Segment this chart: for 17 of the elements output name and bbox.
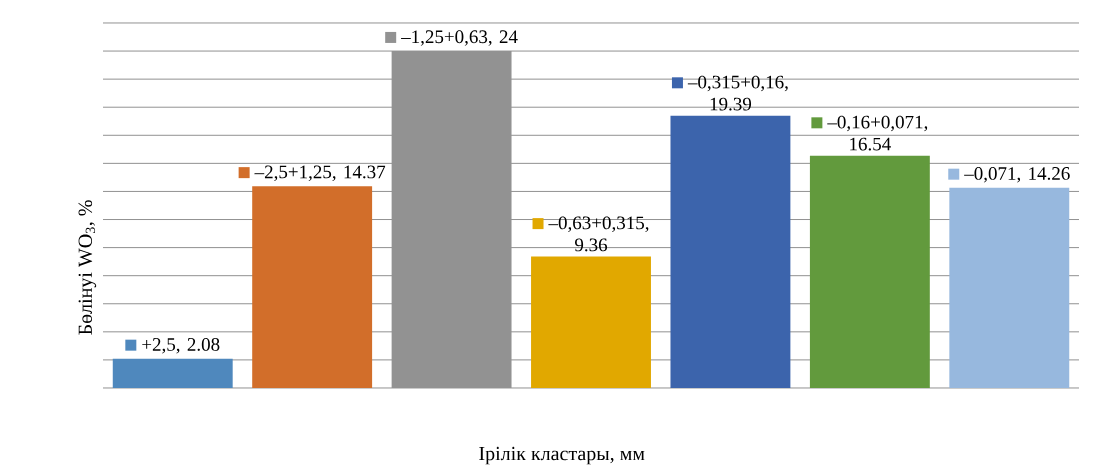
- bar: [809, 155, 930, 388]
- data-label: , 24: [488, 30, 518, 46]
- x-tick-label: –1,25+0,63: [401, 30, 488, 46]
- bar: [391, 51, 512, 388]
- bar: [670, 115, 791, 388]
- data-label: , 2.08: [176, 338, 220, 354]
- y-axis-title: Бөлінуі WO$_{3}$, %: [78, 200, 97, 335]
- bar: [531, 256, 651, 388]
- data-label: , 14.26: [1017, 167, 1070, 183]
- x-tick-label: –2,5+1,25: [254, 165, 332, 182]
- bar: [252, 186, 373, 388]
- data-label: , 14.37: [332, 165, 386, 182]
- x-tick-label: –0,071: [964, 167, 1016, 183]
- bar: [112, 358, 233, 388]
- x-axis-title: Ірілік кластары, мм: [479, 446, 645, 465]
- bar: [949, 187, 1070, 388]
- x-tick-label: +2,5: [142, 338, 176, 354]
